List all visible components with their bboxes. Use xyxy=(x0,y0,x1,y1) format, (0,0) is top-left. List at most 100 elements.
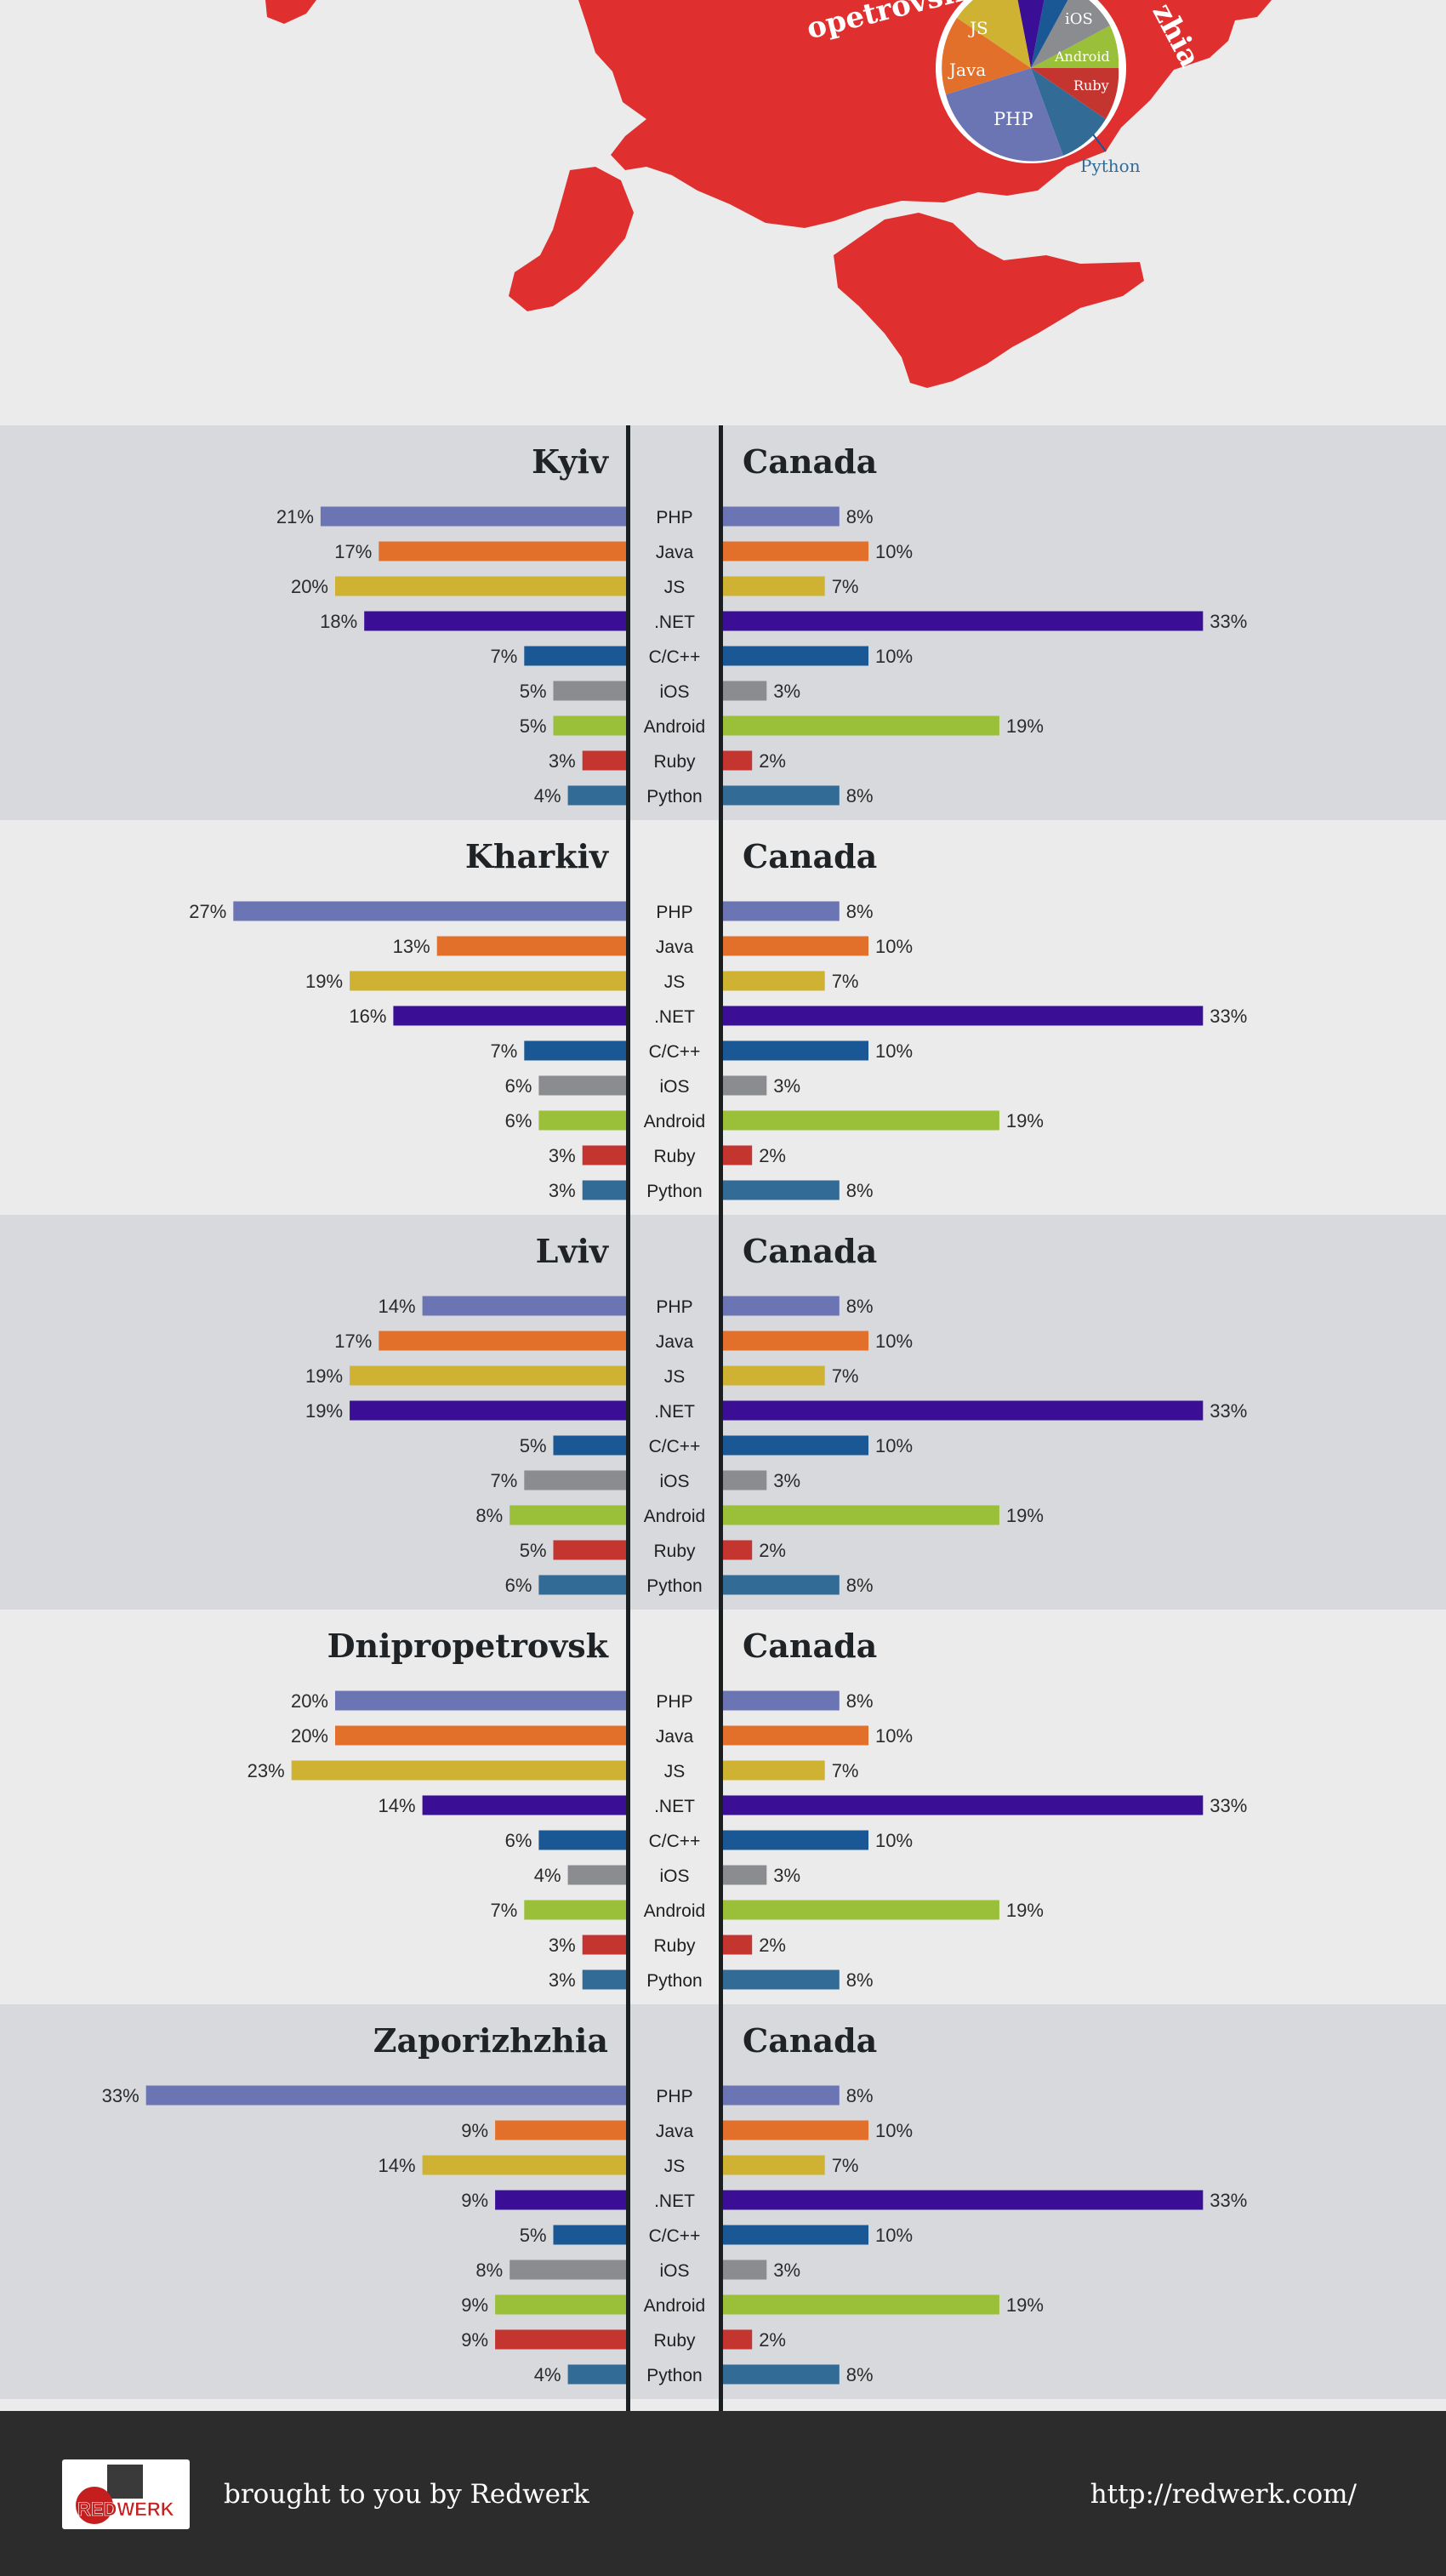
bar-left-c-c xyxy=(538,1830,626,1850)
category-label-ios: iOS xyxy=(659,1077,689,1097)
category-label-java: Java xyxy=(656,2122,694,2141)
pie-slice-php xyxy=(946,68,1063,162)
map-pie-chart: JS iOS Android Java Ruby PHP Python xyxy=(936,0,1141,176)
category-label-js: JS xyxy=(664,1762,686,1781)
value-label-left-php: 21% xyxy=(276,506,314,527)
value-label-right-ruby: 2% xyxy=(759,1540,786,1561)
bar-left-php xyxy=(422,1296,626,1316)
bar-left-ruby xyxy=(495,2329,626,2350)
bar-left-ruby xyxy=(582,750,626,771)
bar-right-ruby xyxy=(723,1540,753,1560)
value-label-right-ios: 3% xyxy=(773,2260,800,2281)
city-title: Kyiv xyxy=(532,442,608,481)
bar-left-python xyxy=(538,1575,626,1595)
footer-url-link[interactable]: http://redwerk.com/ xyxy=(1090,2479,1357,2510)
bar-chart-lviv: 14% PHP 8% 17% Java 10% 19% JS 7% 19% .NET 33% 5% C/C… xyxy=(305,1296,1247,1596)
bar-left-net xyxy=(364,611,626,631)
value-label-right-python: 8% xyxy=(846,2364,874,2385)
bar-right-python xyxy=(723,785,840,806)
value-label-right-net: 33% xyxy=(1210,1400,1247,1422)
value-label-right-python: 8% xyxy=(846,1969,874,1991)
category-label-android: Android xyxy=(644,717,705,737)
value-label-left-python: 4% xyxy=(534,2364,561,2385)
value-label-right-c-c: 10% xyxy=(875,1435,913,1456)
pie-slice-ios xyxy=(1031,0,1110,68)
bar-chart-kyiv: 21% PHP 8% 17% Java 10% 20% JS 7% 18% .NET 33% 7% C/C… xyxy=(276,506,1247,806)
value-label-left-js: 19% xyxy=(305,971,343,992)
value-label-left-net: 14% xyxy=(379,1795,416,1816)
bar-right-net xyxy=(723,1006,1204,1026)
value-label-left-ruby: 3% xyxy=(549,1145,576,1166)
bar-left-ios xyxy=(524,1470,626,1490)
pie-slice-js xyxy=(957,0,1031,68)
category-label-ruby: Ruby xyxy=(653,1542,696,1561)
value-label-right-ruby: 2% xyxy=(759,1935,786,1956)
value-label-left-python: 3% xyxy=(549,1180,576,1201)
bar-left-python xyxy=(582,1969,626,1990)
bar-right-js xyxy=(723,1760,825,1781)
value-label-left-net: 9% xyxy=(461,2190,488,2211)
divider-right xyxy=(719,425,723,2411)
bar-left-ios xyxy=(567,1865,626,1885)
category-label-net: .NET xyxy=(654,1007,695,1027)
category-label-java: Java xyxy=(656,1727,694,1747)
bar-left-python xyxy=(567,2364,626,2385)
pie-slice-ruby xyxy=(1031,68,1119,119)
pie-callout-line xyxy=(1092,134,1107,152)
category-label-java: Java xyxy=(656,543,694,562)
category-label-ios: iOS xyxy=(659,1472,689,1491)
bar-right-java xyxy=(723,2120,868,2140)
value-label-right-net: 33% xyxy=(1210,2190,1247,2211)
category-label-python: Python xyxy=(646,1576,702,1596)
category-label-php: PHP xyxy=(656,903,692,922)
bar-right-php xyxy=(723,1296,840,1316)
bar-right-android xyxy=(723,2294,999,2315)
bar-right-android xyxy=(723,1900,999,1920)
bar-left-java xyxy=(379,541,626,561)
category-label-php: PHP xyxy=(656,1692,692,1712)
value-label-left-ruby: 9% xyxy=(461,2329,488,2351)
value-label-right-ios: 3% xyxy=(773,681,800,702)
value-label-right-ruby: 2% xyxy=(759,750,786,772)
bar-left-php xyxy=(145,2085,626,2106)
bar-left-js xyxy=(335,576,626,596)
value-label-right-ruby: 2% xyxy=(759,1145,786,1166)
bar-left-php xyxy=(233,901,626,921)
bar-right-ios xyxy=(723,1865,767,1885)
bar-left-net xyxy=(495,2190,626,2210)
bar-right-js xyxy=(723,971,825,991)
value-label-left-php: 27% xyxy=(189,901,226,922)
footer: REDWERK brought to you by Redwerk http:/… xyxy=(0,2411,1446,2576)
category-label-android: Android xyxy=(644,1507,705,1526)
category-label-net: .NET xyxy=(654,2191,695,2211)
comparison-kyiv: Kyiv Canada 21% PHP 8% 17% Java 10% 20% JS 7% 18%… xyxy=(0,425,1446,820)
comparison-zaporizhzhia: Zaporizhzhia Canada 33% PHP 8% 9% Java 10% 14%… xyxy=(0,2004,1446,2399)
pie-slice-java xyxy=(942,18,1031,94)
bar-left-python xyxy=(582,1180,626,1200)
divider-left xyxy=(626,425,630,2411)
crimea-shape xyxy=(834,213,1144,388)
bar-right-php xyxy=(723,1690,840,1711)
pie-callout-python: Python xyxy=(1080,156,1141,176)
category-label-php: PHP xyxy=(656,1297,692,1317)
bar-right-java xyxy=(723,1725,868,1746)
bar-left-net xyxy=(393,1006,626,1026)
value-label-right-js: 7% xyxy=(832,2155,859,2176)
category-label-c-c: C/C++ xyxy=(649,1437,701,1456)
bar-right-c-c xyxy=(723,1040,868,1061)
bar-right-java xyxy=(723,541,868,561)
pie-slice-cpp xyxy=(1031,0,1068,68)
bar-right-net xyxy=(723,1400,1204,1421)
value-label-left-net: 19% xyxy=(305,1400,343,1422)
bar-right-php xyxy=(723,506,840,527)
value-label-right-android: 19% xyxy=(1006,1110,1044,1131)
pie-slice-android xyxy=(1031,26,1119,68)
comparison-lviv: Lviv Canada 14% PHP 8% 17% Java 10% 19% JS 7% 19%… xyxy=(0,1215,1446,1610)
redwerk-logo[interactable]: REDWERK xyxy=(62,2459,190,2529)
bar-right-ios xyxy=(723,1075,767,1096)
category-label-php: PHP xyxy=(656,2087,692,2106)
bar-left-ruby xyxy=(582,1935,626,1955)
pie-slice-python xyxy=(1031,68,1106,156)
value-label-left-android: 7% xyxy=(491,1900,518,1921)
bar-right-ruby xyxy=(723,2329,753,2350)
